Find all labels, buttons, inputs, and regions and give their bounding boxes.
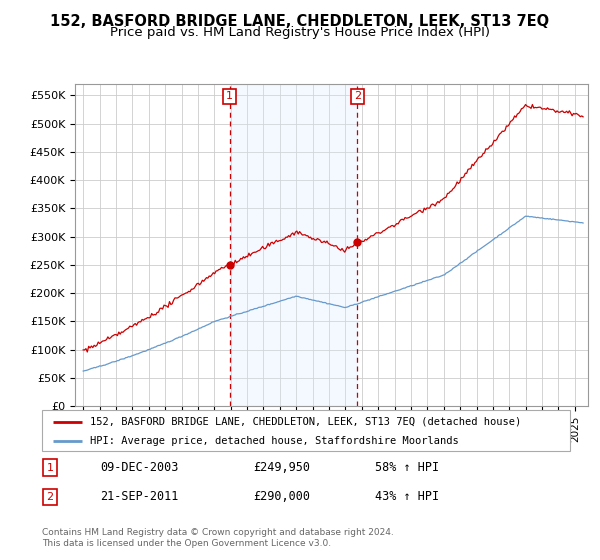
- Text: 1: 1: [46, 463, 53, 473]
- Text: 43% ↑ HPI: 43% ↑ HPI: [374, 491, 439, 503]
- Text: Price paid vs. HM Land Registry's House Price Index (HPI): Price paid vs. HM Land Registry's House …: [110, 26, 490, 39]
- Text: 09-DEC-2003: 09-DEC-2003: [100, 461, 178, 474]
- Text: Contains HM Land Registry data © Crown copyright and database right 2024.: Contains HM Land Registry data © Crown c…: [42, 528, 394, 536]
- Text: HPI: Average price, detached house, Staffordshire Moorlands: HPI: Average price, detached house, Staf…: [89, 436, 458, 446]
- Bar: [230, 84, 357, 406]
- Text: This data is licensed under the Open Government Licence v3.0.: This data is licensed under the Open Gov…: [42, 539, 331, 548]
- Text: 2: 2: [353, 91, 361, 101]
- Text: £290,000: £290,000: [253, 491, 310, 503]
- Text: 58% ↑ HPI: 58% ↑ HPI: [374, 461, 439, 474]
- Text: 152, BASFORD BRIDGE LANE, CHEDDLETON, LEEK, ST13 7EQ (detached house): 152, BASFORD BRIDGE LANE, CHEDDLETON, LE…: [89, 417, 521, 427]
- Text: 1: 1: [226, 91, 233, 101]
- Text: 152, BASFORD BRIDGE LANE, CHEDDLETON, LEEK, ST13 7EQ: 152, BASFORD BRIDGE LANE, CHEDDLETON, LE…: [50, 14, 550, 29]
- FancyBboxPatch shape: [42, 410, 570, 451]
- Text: 21-SEP-2011: 21-SEP-2011: [100, 491, 178, 503]
- Text: £249,950: £249,950: [253, 461, 310, 474]
- Text: 2: 2: [46, 492, 53, 502]
